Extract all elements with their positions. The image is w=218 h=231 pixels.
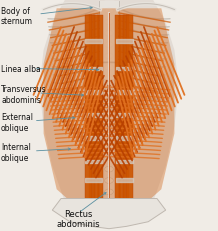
- Polygon shape: [126, 16, 133, 201]
- Ellipse shape: [105, 189, 113, 195]
- Text: External
oblique: External oblique: [1, 113, 33, 132]
- Polygon shape: [85, 16, 92, 201]
- Text: Internal
oblique: Internal oblique: [1, 143, 31, 162]
- Ellipse shape: [105, 43, 113, 48]
- Ellipse shape: [105, 54, 113, 60]
- Polygon shape: [89, 16, 95, 201]
- Text: Body of
sternum: Body of sternum: [1, 6, 33, 26]
- Polygon shape: [52, 199, 166, 229]
- Ellipse shape: [105, 99, 113, 105]
- Ellipse shape: [105, 155, 113, 161]
- Polygon shape: [44, 9, 174, 217]
- Polygon shape: [123, 16, 129, 201]
- Text: Rectus
abdominis: Rectus abdominis: [57, 209, 100, 228]
- Ellipse shape: [105, 9, 113, 15]
- Ellipse shape: [105, 122, 113, 127]
- Polygon shape: [119, 16, 125, 201]
- Ellipse shape: [105, 200, 113, 206]
- Ellipse shape: [105, 133, 113, 139]
- Ellipse shape: [105, 178, 113, 184]
- Ellipse shape: [105, 20, 113, 26]
- Ellipse shape: [105, 144, 113, 150]
- Ellipse shape: [105, 110, 113, 116]
- Polygon shape: [115, 16, 121, 201]
- Ellipse shape: [105, 76, 113, 82]
- Ellipse shape: [105, 88, 113, 93]
- Polygon shape: [97, 16, 103, 201]
- Text: Linea alba: Linea alba: [1, 65, 41, 74]
- Ellipse shape: [105, 167, 113, 172]
- Polygon shape: [39, 0, 179, 229]
- Ellipse shape: [105, 31, 113, 37]
- Text: Transversus
abdominis: Transversus abdominis: [1, 85, 47, 104]
- Ellipse shape: [105, 65, 113, 71]
- Polygon shape: [93, 16, 99, 201]
